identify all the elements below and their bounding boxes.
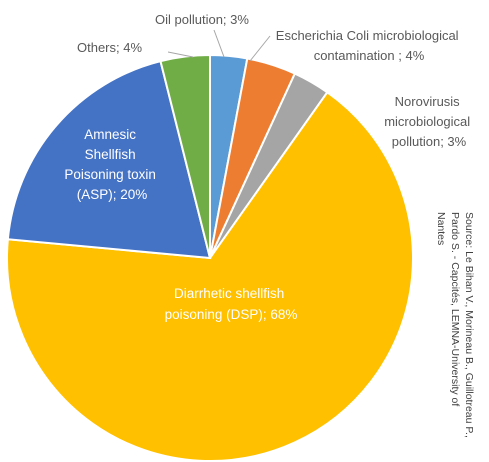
slice-label-oil: Oil pollution; 3% xyxy=(155,12,249,27)
slice-label-dsp: Diarrhetic shellfish poisoning (DSP); 68… xyxy=(165,286,298,322)
pie-slices xyxy=(6,53,414,462)
slice-label-norovirus: Norovirusis microbiological pollution; 3… xyxy=(384,94,474,149)
leader-line-ecoli xyxy=(249,35,271,62)
leader-line-oil xyxy=(213,29,225,58)
pie-slice-others xyxy=(159,53,211,259)
source-note: Source: Le Bihan V., Morineau B., Guillo… xyxy=(435,212,475,438)
slice-label-others: Others; 4% xyxy=(77,40,142,55)
leader-line-others xyxy=(167,51,194,58)
slice-label-ecoli: Escherichia Coli microbiological contami… xyxy=(276,28,462,63)
pie-slice-dsp xyxy=(6,90,414,462)
leader-lines xyxy=(167,29,271,62)
slice-label-asp: Amnesic Shellfish Poisoning toxin (ASP);… xyxy=(64,127,159,202)
pie-slice-asp xyxy=(6,59,212,260)
